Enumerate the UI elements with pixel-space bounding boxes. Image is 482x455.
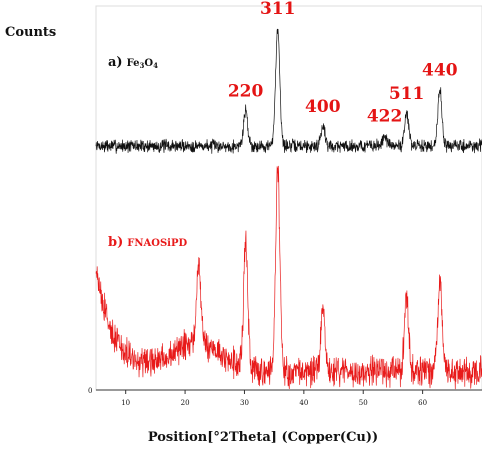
x-ticks: 10 20 30 40 50 60	[121, 390, 427, 407]
peak-label-440: 440	[422, 60, 458, 80]
x-tick-label-10: 10	[121, 399, 130, 407]
series-a-label: a) Fe3O4	[108, 55, 158, 70]
peak-label-220: 220	[228, 82, 264, 102]
series-a-trace	[95, 28, 482, 154]
x-tick-label-50: 50	[359, 399, 368, 407]
svg-text:a)Fe3O4: a) Fe3O4	[108, 55, 158, 70]
y-tick-0: 0	[88, 387, 92, 395]
series-a-name-fe: Fe	[127, 58, 140, 69]
svg-text:b)FNAOSiPD: b) FNAOSiPD	[108, 235, 188, 250]
peak-label-422: 422	[367, 106, 403, 126]
peak-label-511: 511	[389, 84, 425, 104]
x-tick-label-60: 60	[418, 399, 427, 407]
series-a-prefix: a)	[108, 55, 123, 70]
series-a-name-o: O	[144, 58, 153, 69]
x-axis-label: Position[°2Theta] (Copper(Cu))	[148, 430, 378, 445]
series-b-prefix: b)	[108, 235, 123, 250]
series-b-name: FNAOSiPD	[127, 238, 187, 249]
x-tick-label-40: 40	[299, 399, 308, 407]
peak-label-400: 400	[305, 97, 341, 117]
series-b-trace	[95, 165, 482, 390]
series-a-sub-3: 3	[140, 61, 145, 70]
peak-label-311: 311	[260, 0, 296, 19]
series-a-sub-4: 4	[153, 61, 158, 70]
y-axis-label: Counts	[5, 25, 56, 40]
x-tick-label-20: 20	[181, 399, 190, 407]
series-b-label: b) FNAOSiPD	[108, 235, 188, 250]
x-tick-label-30: 30	[240, 399, 249, 407]
series-a-line	[95, 28, 482, 154]
series-b-line	[95, 165, 482, 390]
